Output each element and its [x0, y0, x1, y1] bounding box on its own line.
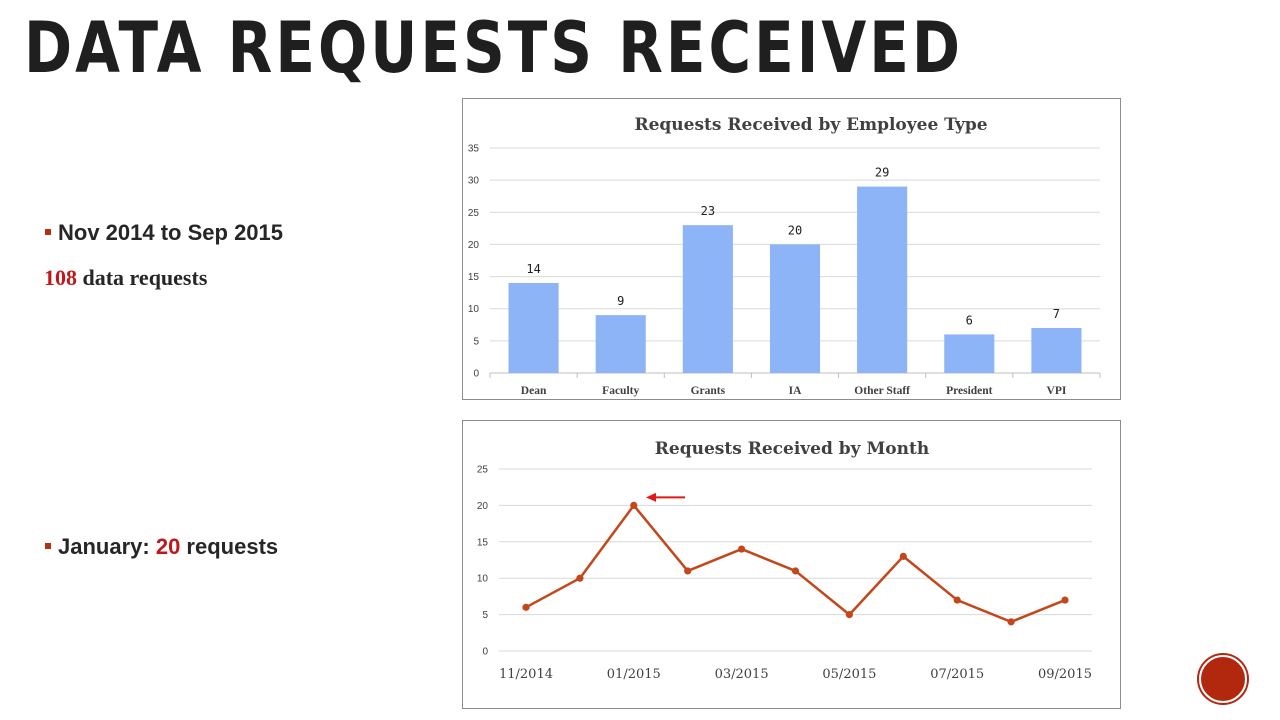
bar	[857, 186, 908, 373]
bar-category-label: Grants	[691, 385, 726, 397]
employee-type-chart: Requests Received by Employee Type 0 5 10 1…	[462, 98, 1121, 400]
bar	[682, 225, 733, 373]
slide-title: DATA REQUESTS RECEIVED	[24, 5, 963, 89]
bar-chart-title: Requests Received by Employee Type	[634, 115, 987, 135]
bar-category-label: Faculty	[602, 385, 639, 397]
bar-data-label: 29	[875, 166, 889, 180]
bullet-date-range: Nov 2014 to Sep 2015	[45, 220, 284, 246]
line-point	[1061, 596, 1069, 604]
bar	[769, 244, 821, 373]
january-prefix: January:	[58, 534, 156, 559]
line-point	[845, 611, 853, 619]
bar	[508, 283, 559, 373]
monthly-chart: Requests Received by Month 0 5 10 15 20 25 11/…	[462, 420, 1121, 709]
request-total-label: data requests	[77, 265, 208, 290]
bar-category-label: IA	[789, 385, 802, 397]
bar-category-label: Other Staff	[854, 385, 910, 397]
bar-y-tick-label: 15	[468, 272, 480, 283]
line-y-tick-label: 25	[477, 465, 489, 476]
line-x-tick-label: 07/2015	[930, 667, 984, 682]
line-y-tick-label: 5	[482, 610, 488, 621]
line-point	[684, 567, 692, 575]
bar	[944, 334, 995, 373]
line-series	[525, 504, 1066, 624]
line-x-tick-label: 09/2015	[1038, 667, 1092, 682]
line-x-tick-label: 03/2015	[715, 667, 769, 682]
bar	[1031, 328, 1082, 373]
line-point	[630, 501, 638, 509]
bar-data-label: 9	[617, 294, 624, 308]
bar-y-tick-label: 0	[473, 369, 479, 380]
bar-y-tick-label: 25	[468, 208, 480, 219]
bar-y-tick-label: 35	[468, 144, 480, 155]
bar-data-label: 14	[526, 262, 540, 276]
bar-category-label: Dean	[521, 385, 547, 397]
line-chart-title: Requests Received by Month	[655, 439, 929, 459]
bullet-marker-icon	[45, 543, 51, 549]
peak-arrowhead-icon	[646, 492, 656, 502]
line-point	[791, 567, 800, 575]
bar-chart-svg: Requests Received by Employee Type 0 5 10 1…	[468, 115, 1101, 397]
line-y-tick-label: 20	[477, 501, 489, 512]
bar-data-label: 6	[966, 313, 973, 327]
january-suffix: requests	[180, 534, 279, 559]
line-point	[522, 603, 530, 611]
line-x-tick-label: 05/2015	[822, 667, 876, 682]
january-count: 20	[155, 534, 181, 559]
line-x-tick-label: 01/2015	[607, 667, 661, 682]
next-slide-button[interactable]	[1199, 655, 1247, 703]
line-point	[1007, 618, 1015, 626]
line-chart-svg: Requests Received by Month 0 5 10 15 20 25 11/…	[477, 439, 1092, 682]
bar-data-label: 20	[788, 223, 802, 237]
bar-data-label: 7	[1053, 307, 1060, 321]
line-y-tick-label: 10	[477, 574, 489, 585]
bar-y-tick-label: 20	[468, 240, 480, 251]
line-point	[738, 545, 746, 553]
line-x-tick-label: 11/2014	[499, 667, 553, 682]
bullet-january: January: 20 requests	[45, 534, 279, 560]
bar-y-tick-label: 30	[468, 176, 480, 187]
bar-category-label: President	[946, 385, 993, 397]
line-y-tick-label: 15	[477, 537, 489, 548]
bar	[595, 315, 646, 373]
line-point	[576, 574, 584, 582]
bar-y-tick-label: 5	[473, 336, 479, 347]
line-y-tick-label: 0	[482, 647, 488, 658]
bar-category-label: VPI	[1047, 385, 1067, 397]
request-total-line: 108 data requests	[44, 265, 207, 291]
bar-y-tick-label: 10	[468, 304, 480, 315]
bullet-date-range-text: Nov 2014 to Sep 2015	[58, 220, 284, 245]
line-point	[899, 552, 907, 560]
line-point	[953, 596, 961, 604]
bullet-marker-icon	[45, 229, 51, 235]
bar-data-label: 23	[701, 204, 715, 218]
request-total-number: 108	[44, 265, 77, 290]
